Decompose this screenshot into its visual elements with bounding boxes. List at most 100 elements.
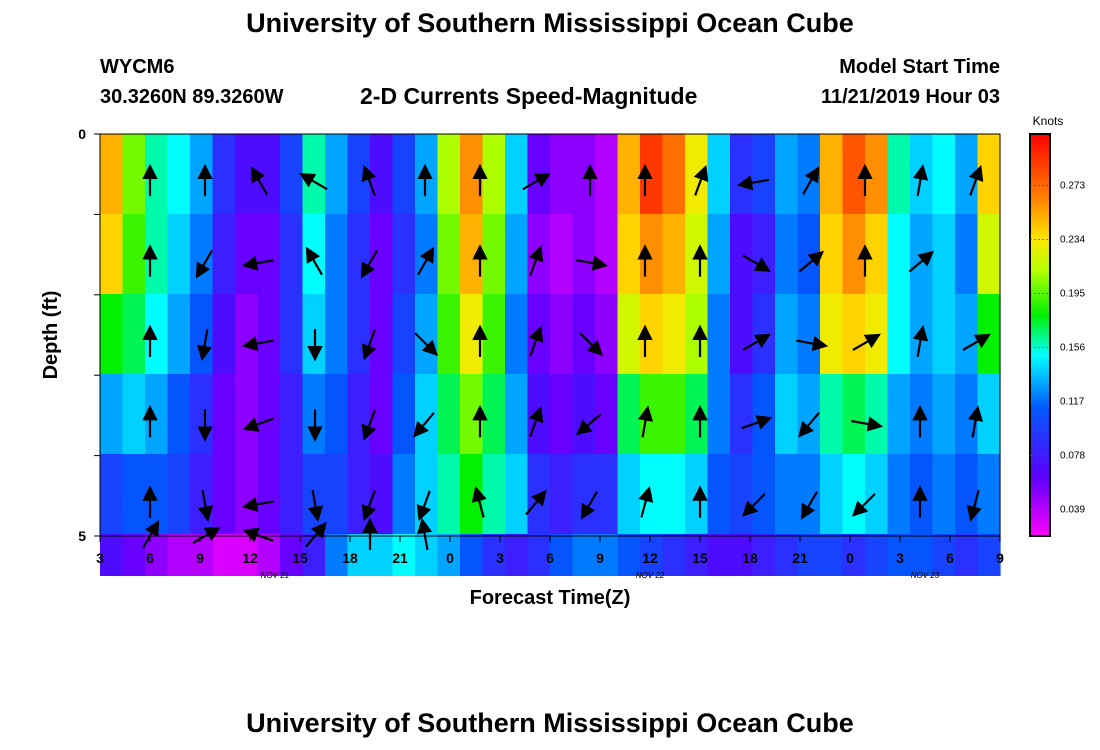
x-tick-label: 15 [692,550,708,566]
current-vector-arrow [741,415,773,430]
heatmap-cell [662,214,686,294]
heatmap-cell [257,534,281,576]
heatmap-cell [235,454,259,534]
heatmap-cell [190,534,214,576]
current-vector-arrow [241,496,274,512]
heatmap-cell [617,534,641,576]
date-label: NOV 23 [911,571,940,580]
station-coordinates: 30.3260N 89.3260W [100,86,284,108]
heatmap-cell [505,454,529,534]
heatmap-cell [347,374,371,454]
heatmap-cell [505,534,529,576]
heatmap-cell [325,374,349,454]
heatmap-cell [932,374,956,454]
heatmap-cell [392,454,416,534]
heatmap-cell [887,454,911,534]
current-vector-arrow [800,491,818,520]
heatmap-cell [662,374,686,454]
colorbar-tick-label: 0.234 [1060,234,1085,245]
x-tick-label: 15 [292,550,308,566]
heatmap-cell [595,214,619,294]
current-vector-arrow [197,489,214,522]
heatmap-cell [640,134,664,214]
current-vector-arrow [736,175,769,191]
current-vector-arrow [413,411,435,438]
heatmap-cell [370,134,394,214]
current-vector-arrow [579,332,604,357]
heatmap-cell [977,454,1001,534]
heatmap-cell [482,374,506,454]
current-vector-arrow [798,250,825,273]
current-vector-arrow [742,254,771,272]
heatmap-cell [212,374,236,454]
heatmap-cell [482,454,506,534]
heatmap-cell [482,214,506,294]
heatmap-cell [887,534,911,576]
current-vector-arrow [241,255,274,271]
heatmap-cell [662,454,686,534]
colorbar-tick-label: 0.117 [1060,397,1085,408]
heatmap-cell [820,534,844,576]
heatmap-cell [572,454,596,534]
heatmap-cell [167,374,191,454]
heatmap-cell [955,214,979,294]
colorbar: Knots 0.039 0.078 0.117 0.156 0.195 0.234 0.27… [1029,114,1085,537]
heatmap-cell [865,534,889,576]
heatmap-cell [550,454,574,534]
vector-arrows [142,163,991,550]
current-vector-arrow [962,333,991,351]
heatmap-cell [550,534,574,576]
current-vector-arrow [528,325,544,357]
heatmap-cell [325,454,349,534]
heatmap-cell [775,454,799,534]
heatmap-cell [122,134,146,214]
heatmap-cell [460,374,484,454]
colorbar-tick-label: 0.039 [1060,505,1085,516]
heatmap-cell [122,454,146,534]
current-vector-arrow [361,409,377,441]
heatmap-cell [820,134,844,214]
heatmap-cell [280,134,304,214]
heatmap-cell [190,294,214,374]
current-vector-arrow [361,329,377,361]
heatmap-cell [167,134,191,214]
heatmap-cell [437,214,461,294]
current-vector-arrow [299,172,328,191]
heatmap-cell [572,214,596,294]
heatmap-cell [955,294,979,374]
heatmap-cell [595,534,619,576]
heatmap-cell [347,294,371,374]
heatmap-cell [932,214,956,294]
heatmap-cell [662,534,686,576]
heatmap-cell [977,374,1001,454]
heatmap-cell [257,294,281,374]
current-vector-arrow [242,417,274,432]
heatmap-cell [707,134,731,214]
heatmap-cell [865,214,889,294]
heatmap-cell [235,214,259,294]
x-tick-label: 12 [242,550,258,566]
heatmap-cell [820,294,844,374]
y-axis-label: Depth (ft) [40,291,62,380]
current-vector-arrow [417,246,435,276]
station-id: WYCM6 [100,56,175,78]
heatmap-cell [685,214,709,294]
heatmap-cell [527,534,551,576]
heatmap-cell [167,214,191,294]
heatmap-cell [505,374,529,454]
heatmap-cell [190,134,214,214]
x-axis-label: Forecast Time(Z) [470,587,631,609]
heatmap-cell [595,294,619,374]
heatmap-cell [415,534,439,576]
heatmap-cell [100,134,124,214]
heatmap-cell [460,534,484,576]
heatmap-cell [190,374,214,454]
heatmap-cell [707,374,731,454]
heatmap-cell [257,454,281,534]
heatmap-cell [865,294,889,374]
current-vector-arrow [637,405,654,438]
heatmap-cell [595,134,619,214]
x-tick-label: 6 [946,550,954,566]
heatmap-cell [752,134,776,214]
heatmap-cell [302,214,326,294]
